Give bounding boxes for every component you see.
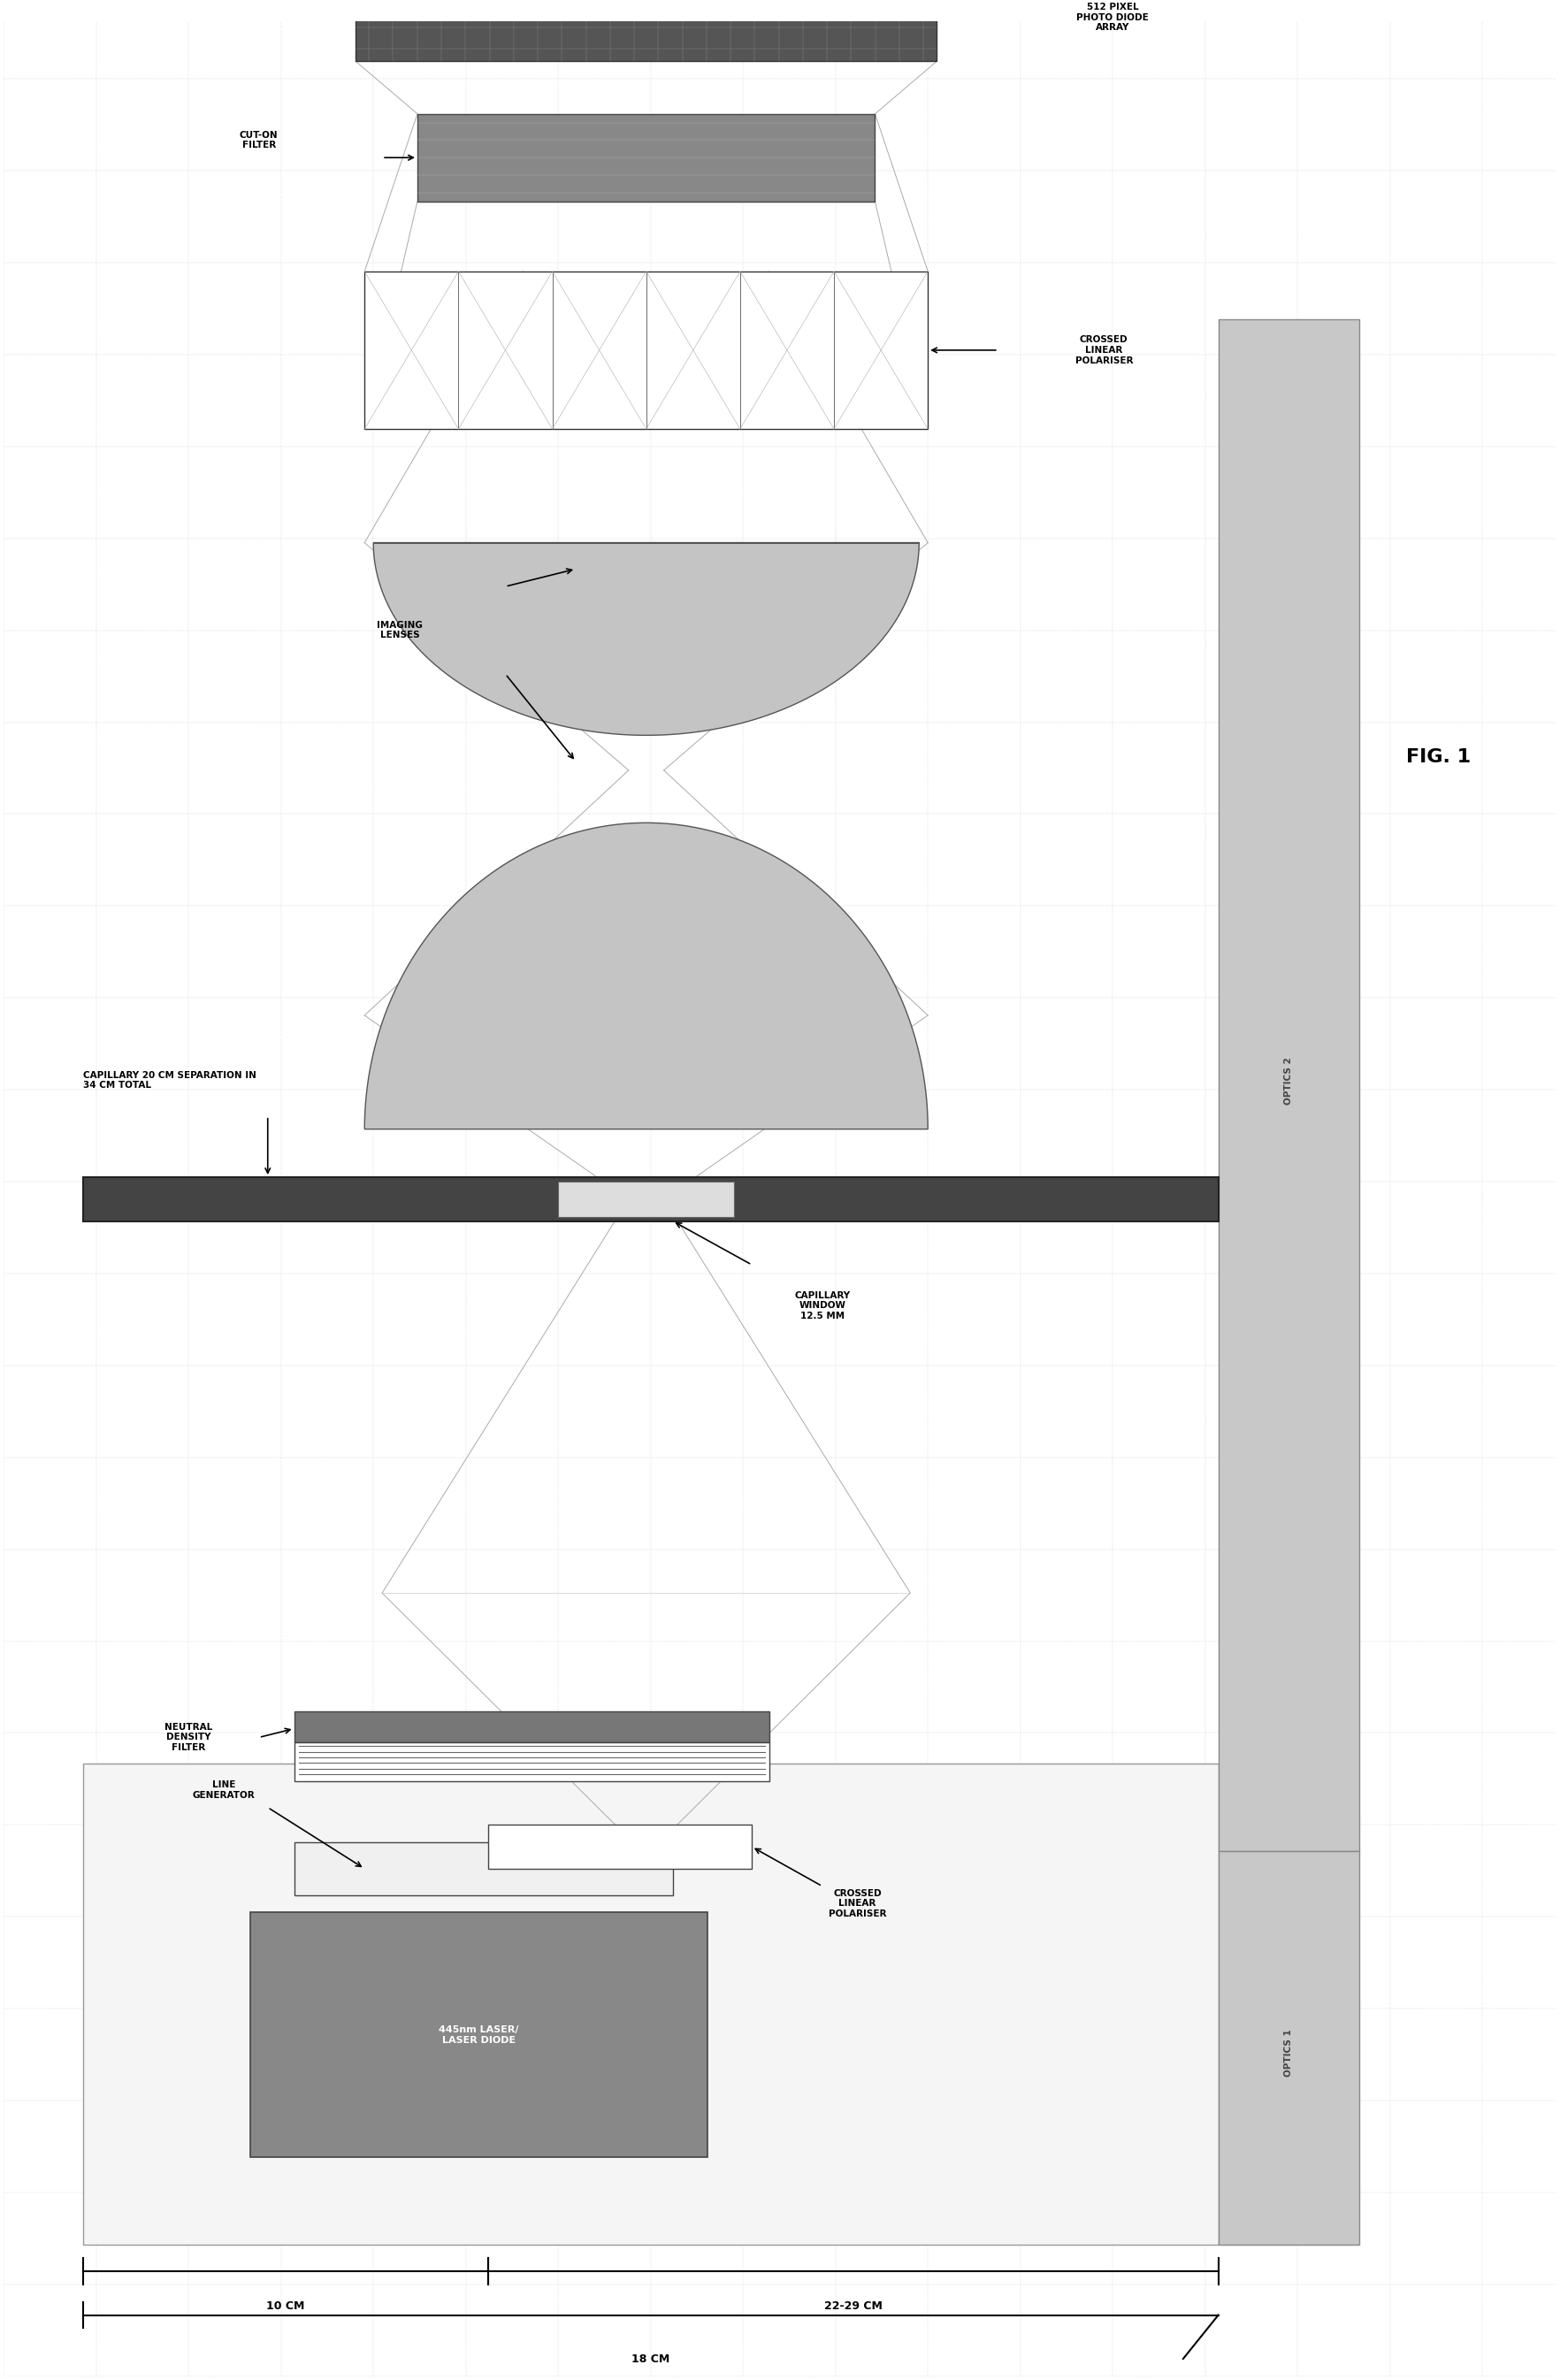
Text: IMAGING
LENSES: IMAGING LENSES: [378, 621, 423, 640]
Bar: [488, 1825, 752, 1868]
Bar: [418, 114, 875, 202]
Bar: [558, 1180, 735, 1216]
Text: 445nm LASER/
LASER DIODE: 445nm LASER/ LASER DIODE: [438, 2025, 519, 2044]
Text: 18 CM: 18 CM: [632, 2354, 669, 2366]
Text: CROSSED
LINEAR
POLARISER: CROSSED LINEAR POLARISER: [828, 1890, 886, 1918]
Bar: [1218, 1852, 1359, 2244]
Bar: [356, 0, 936, 62]
Text: CUT-ON
FILTER: CUT-ON FILTER: [240, 131, 278, 150]
Bar: [295, 1842, 672, 1894]
Text: CAPILLARY
WINDOW
12.5 MM: CAPILLARY WINDOW 12.5 MM: [794, 1290, 850, 1321]
Text: 10 CM: 10 CM: [267, 2301, 304, 2311]
Bar: [83, 1178, 1218, 1221]
Text: 22-29 CM: 22-29 CM: [824, 2301, 883, 2311]
Bar: [83, 1764, 1218, 2244]
Text: OPTICS 1: OPTICS 1: [1284, 2028, 1293, 2075]
Text: 512 PIXEL
PHOTO DIODE
ARRAY: 512 PIXEL PHOTO DIODE ARRAY: [1076, 2, 1148, 33]
Text: CROSSED
LINEAR
POLARISER: CROSSED LINEAR POLARISER: [1075, 336, 1133, 364]
Text: CAPILLARY 20 CM SEPARATION IN
34 CM TOTAL: CAPILLARY 20 CM SEPARATION IN 34 CM TOTA…: [83, 1071, 256, 1090]
Text: LINE
GENERATOR: LINE GENERATOR: [192, 1780, 254, 1799]
Bar: [365, 271, 928, 428]
Bar: [1218, 319, 1359, 1852]
Text: OPTICS 2: OPTICS 2: [1284, 1057, 1293, 1104]
Text: FIG. 1: FIG. 1: [1406, 747, 1471, 766]
Text: NEUTRAL
DENSITY
FILTER: NEUTRAL DENSITY FILTER: [164, 1723, 212, 1752]
Polygon shape: [373, 543, 919, 735]
Polygon shape: [365, 823, 928, 1128]
Bar: [295, 1742, 769, 1780]
Bar: [250, 1914, 708, 2159]
Bar: [295, 1711, 769, 1742]
